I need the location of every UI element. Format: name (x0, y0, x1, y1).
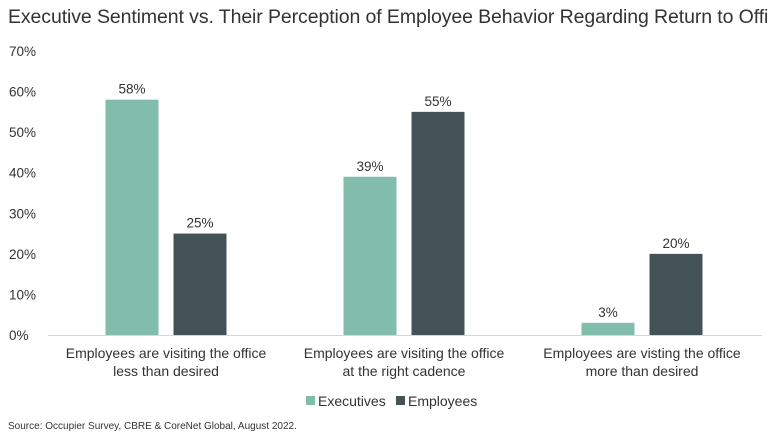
y-tick-label: 10% (9, 287, 36, 302)
x-category-label: more than desired (586, 363, 699, 379)
bar-executives (105, 99, 159, 335)
x-category-label: Employees are visiting the office (66, 345, 267, 361)
legend-label-employees: Employees (408, 393, 477, 409)
data-label: 39% (356, 159, 383, 174)
y-tick-label: 40% (9, 166, 36, 181)
legend-label-executives: Executives (318, 393, 386, 409)
x-category-label: at the right cadence (343, 363, 466, 379)
y-tick-label: 30% (9, 206, 36, 221)
legend: Executives Employees (306, 393, 477, 409)
data-label: 20% (662, 236, 689, 251)
y-tick-label: 20% (9, 247, 36, 262)
data-label: 55% (424, 94, 451, 109)
data-label: 58% (118, 82, 145, 97)
source-note: Source: Occupier Survey, CBRE & CoreNet … (8, 421, 297, 432)
legend-swatch-employees (396, 396, 405, 405)
x-category-label: less than desired (113, 363, 219, 379)
legend-swatch-executives (306, 396, 315, 405)
chart-title: Executive Sentiment vs. Their Perception… (8, 6, 768, 28)
y-tick-label: 60% (9, 85, 36, 100)
bars: 58% 39% 3% 25% 55% 20% (105, 82, 703, 335)
y-axis: 0% 10% 20% 30% 40% 50% 60% 70% (9, 44, 762, 343)
x-category-label: Employees are visting the office (543, 345, 741, 361)
bar-employees (649, 253, 703, 335)
y-tick-label: 50% (9, 125, 36, 140)
y-tick-label: 70% (9, 44, 36, 59)
data-label: 3% (598, 305, 618, 320)
bar-employees (411, 111, 465, 335)
x-category-label: Employees are visiting the office (304, 345, 505, 361)
bar-employees (173, 233, 227, 335)
x-axis: Employees are visiting the office less th… (66, 345, 741, 379)
bar-executives (343, 176, 397, 335)
y-tick-label: 0% (9, 328, 29, 343)
data-label: 25% (186, 216, 213, 231)
bar-executives (581, 322, 635, 335)
